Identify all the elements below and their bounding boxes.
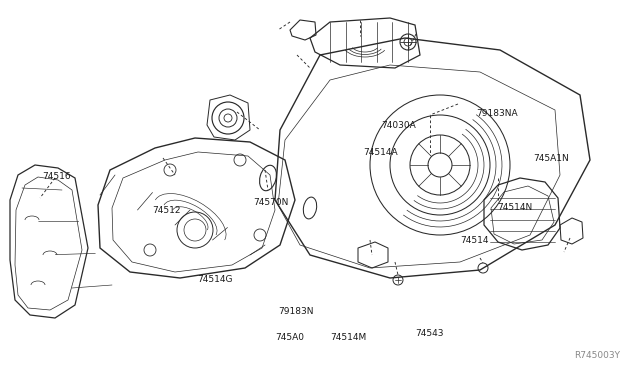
- Text: 745A1N: 745A1N: [533, 154, 569, 163]
- Text: 74570N: 74570N: [253, 198, 289, 206]
- Text: 74514N: 74514N: [497, 202, 532, 212]
- Text: 79183NA: 79183NA: [476, 109, 518, 118]
- Text: 74514G: 74514G: [197, 276, 232, 285]
- Text: 79183N: 79183N: [278, 307, 314, 315]
- Text: 74512: 74512: [152, 205, 180, 215]
- Text: 74030A: 74030A: [381, 121, 416, 129]
- Text: 74516: 74516: [42, 171, 70, 180]
- Text: 74543: 74543: [415, 330, 444, 339]
- Text: 745A0: 745A0: [275, 334, 304, 343]
- Text: 74514: 74514: [460, 235, 488, 244]
- Text: 74514M: 74514M: [330, 334, 366, 343]
- Text: 74514A: 74514A: [363, 148, 397, 157]
- Text: R745003Y: R745003Y: [574, 351, 620, 360]
